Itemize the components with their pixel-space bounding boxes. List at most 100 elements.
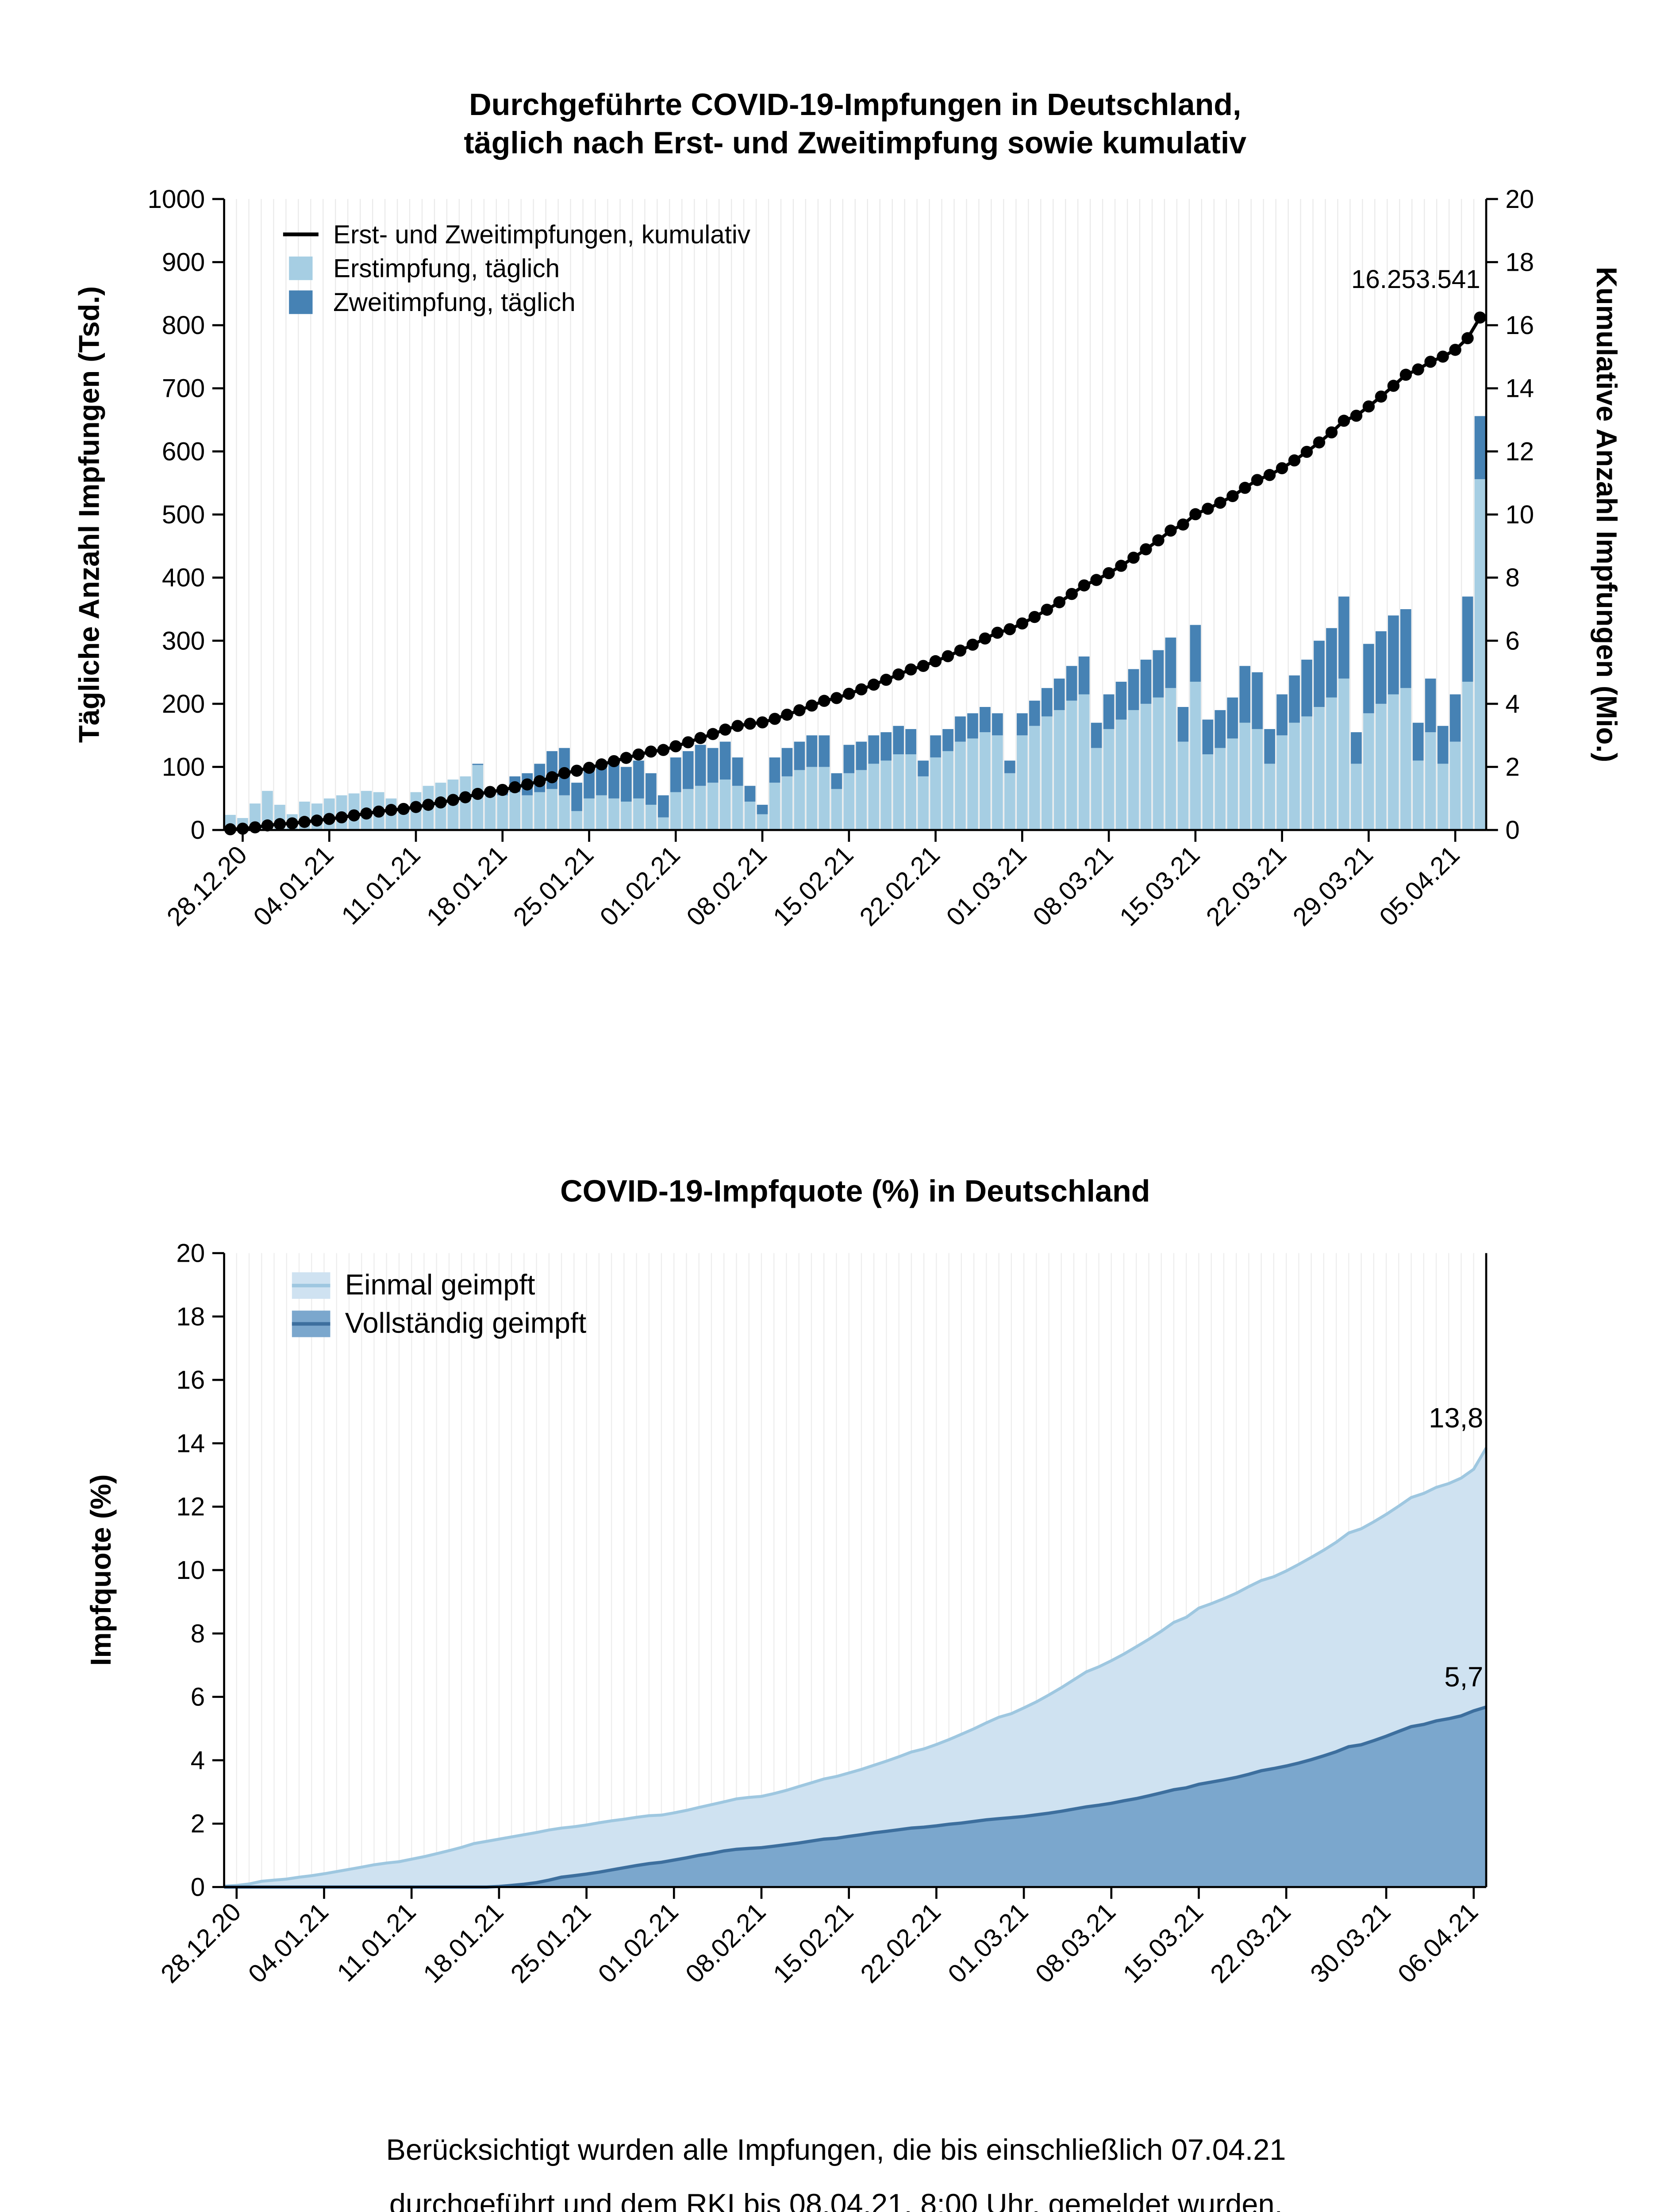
y-tick-label: 4 — [191, 1746, 205, 1775]
zweitimpfung-bar — [868, 735, 880, 764]
cumulative-point — [756, 716, 769, 729]
y-tick-label: 16 — [176, 1366, 205, 1394]
y-right-tick-label: 20 — [1505, 185, 1534, 214]
zweitimpfung-bar — [1314, 641, 1325, 707]
erstimpfung-bar — [534, 792, 545, 830]
cumulative-point — [645, 745, 657, 758]
erstimpfung-bar — [942, 751, 953, 830]
cumulative-point — [570, 764, 583, 777]
erstimpfung-bar — [1165, 688, 1176, 830]
x-tick-label: 22.03.21 — [1201, 840, 1292, 931]
cumulative-point — [1053, 596, 1065, 608]
erstimpfung-bar — [633, 798, 644, 830]
erstimpfung-bar — [522, 795, 533, 830]
footer-note: Berücksichtigt wurden alle Impfungen, di… — [0, 2124, 1672, 2212]
x-tick-label: 25.01.21 — [508, 840, 599, 931]
cumulative-point — [1313, 436, 1326, 449]
y-right-tick-label: 18 — [1505, 248, 1534, 276]
x-tick-label: 01.03.21 — [941, 840, 1032, 931]
y-tick-label: 18 — [176, 1302, 205, 1331]
chart1-title-line1: Durchgeführte COVID-19-Impfungen in Deut… — [469, 87, 1241, 122]
erstimpfung-bar — [1239, 722, 1251, 830]
x-tick-label: 11.01.21 — [336, 840, 426, 930]
zweitimpfung-bar — [1326, 628, 1337, 698]
zweitimpfung-bar — [1066, 666, 1077, 701]
erstimpfung-bar — [1425, 732, 1436, 830]
cumulative-point — [335, 811, 348, 824]
daily-vaccinations-chart: Durchgeführte COVID-19-Impfungen in Deut… — [73, 87, 1623, 932]
zweitimpfung-bar — [732, 757, 743, 786]
zweitimpfung-bar — [1115, 681, 1127, 720]
erstimpfung-bar — [831, 789, 842, 830]
zweitimpfung-bar — [1239, 666, 1251, 723]
x-tick-label: 25.01.21 — [505, 1897, 596, 1989]
cumulative-point — [1412, 363, 1424, 376]
zweitimpfung-bar — [719, 741, 731, 780]
erstimpfung-bar — [670, 792, 681, 830]
y-axis: 0 2 4 6 8 10 12 14 16 18 20 — [176, 1239, 224, 1901]
x-tick-label: 15.03.21 — [1114, 840, 1205, 931]
cumulative-point — [533, 775, 546, 787]
erstimpfung-bar — [1462, 681, 1473, 830]
erstimpfung-bar — [1153, 697, 1164, 830]
zweitimpfung-bar — [1400, 609, 1411, 688]
cumulative-point — [484, 786, 496, 798]
cumulative-point — [781, 708, 793, 721]
erstimpfung-bar — [1078, 694, 1090, 830]
erstimpfung-bar — [856, 770, 867, 830]
zweitimpfung-bar — [608, 764, 619, 799]
cumulative-point — [348, 809, 360, 822]
footer-line1: Berücksichtigt wurden alle Impfungen, di… — [386, 2135, 1286, 2167]
y-right-tick-label: 8 — [1505, 564, 1519, 592]
zweitimpfung-bar — [918, 760, 929, 776]
cumulative-point — [669, 740, 682, 753]
cumulative-point — [496, 783, 509, 796]
cumulative-point — [892, 668, 905, 681]
zweitimpfung-bar — [781, 748, 793, 776]
erstimpfung-bar — [1227, 738, 1238, 830]
cumulative-point — [360, 807, 373, 820]
erstimpfung-bar — [880, 760, 892, 830]
erstimpfung-bar — [695, 786, 706, 830]
erstimpfung-bar — [509, 792, 521, 830]
y-left-tick-label: 300 — [162, 626, 205, 655]
zweitimpfung-bar — [1351, 732, 1362, 764]
zweitimpfung-bar — [1252, 672, 1263, 729]
chart2-y-axis-label: Impfquote (%) — [85, 1474, 117, 1666]
voll-final-value-label: 5,7 — [1444, 1662, 1483, 1693]
erstimpfung-bar — [1190, 681, 1201, 830]
cumulative-point — [991, 626, 1004, 639]
erstimpfung-bar — [744, 801, 756, 830]
zweitimpfung-bar — [633, 760, 644, 799]
cumulative-point — [1424, 356, 1437, 368]
erstimpfung-bar — [893, 754, 904, 830]
cumulative-point — [1325, 426, 1338, 439]
chart1-y-axis-label-left: Tägliche Anzahl Impfungen (Tsd.) — [73, 286, 105, 743]
annotation: 16.253.541 — [1351, 265, 1480, 294]
cumulative-point — [769, 713, 781, 725]
cumulative-point — [1362, 400, 1375, 413]
cumulative-point — [1387, 380, 1400, 392]
legend-label: Vollständig geimpft — [345, 1306, 586, 1339]
cumulative-point — [1103, 567, 1115, 580]
y-right-tick-label: 2 — [1505, 753, 1519, 782]
erstimpfung-bar — [1252, 729, 1263, 830]
cumulative-point — [422, 799, 434, 811]
cumulative-point — [966, 638, 979, 651]
cumulative-point — [1288, 454, 1301, 467]
zweitimpfung-bar — [769, 757, 780, 783]
cumulative-point — [979, 632, 992, 645]
cumulative-point — [521, 778, 534, 791]
zweitimpfung-bar — [757, 805, 768, 814]
legend-label: Erst- und Zweitimpfungen, kumulativ — [333, 220, 750, 249]
cumulative-point — [620, 752, 632, 764]
erstimpfung-bar — [1215, 748, 1226, 830]
zweitimpfung-bar — [1449, 694, 1461, 742]
legend: Einmal geimpft Vollständig geimpft — [292, 1268, 586, 1339]
zweitimpfung-bar — [1425, 678, 1436, 733]
zweitimpfung-bar — [955, 716, 966, 742]
erstimpfung-bar — [658, 817, 669, 830]
x-axis: 28.12.2004.01.2111.01.2118.01.2125.01.21… — [161, 830, 1465, 932]
x-tick-label: 22.02.21 — [854, 840, 945, 931]
y-tick-label: 14 — [176, 1429, 205, 1458]
